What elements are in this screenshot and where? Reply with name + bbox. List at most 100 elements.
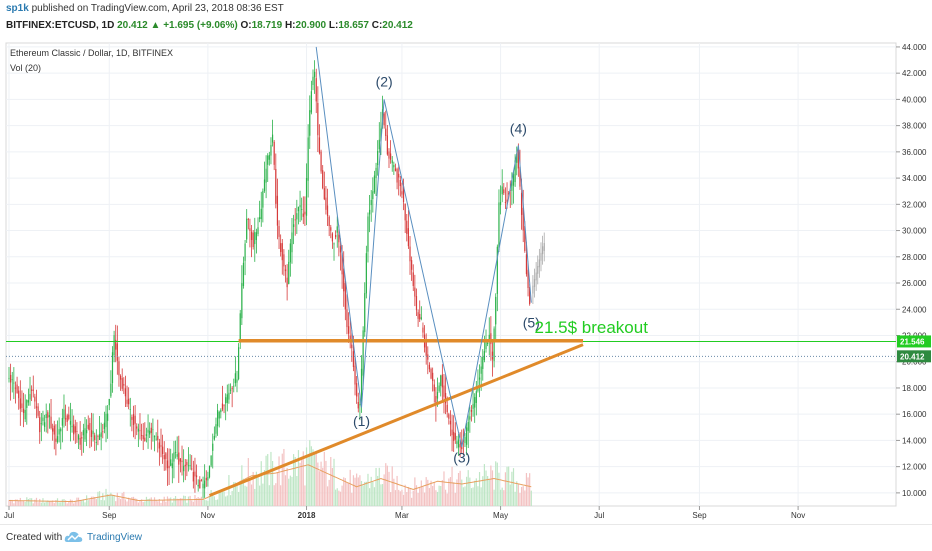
- symbol-label: BITFINEX:ETCUSD, 1D: [6, 20, 115, 31]
- volume-bar: [126, 501, 128, 506]
- volume-bar: [448, 478, 450, 506]
- volume-bar: [231, 490, 233, 506]
- volume-bar: [297, 450, 300, 506]
- volume-bar: [16, 499, 18, 506]
- candle-body: [402, 186, 405, 202]
- volume-bar: [66, 503, 68, 506]
- volume-bar: [464, 486, 466, 506]
- y-tick-label: 30.000: [902, 227, 927, 236]
- candle-body: [13, 382, 15, 384]
- candle-body: [21, 403, 23, 408]
- candle-body: [390, 153, 392, 160]
- y-tick-label: 18.000: [902, 384, 927, 393]
- price-axis[interactable]: 10.00012.00014.00016.00018.00020.00022.0…: [896, 43, 931, 498]
- volume-bar: [262, 483, 264, 506]
- open-label: O:: [240, 20, 252, 31]
- volume-bar: [76, 497, 78, 506]
- candle-body: [144, 437, 146, 442]
- close-label: C:: [371, 20, 383, 31]
- volume-bar: [234, 482, 236, 506]
- volume-bar: [171, 502, 173, 506]
- candle-body: [139, 430, 141, 432]
- volume-bar: [349, 469, 351, 506]
- volume-bars: [8, 440, 532, 506]
- candle-body: [443, 385, 445, 397]
- price-chart[interactable]: (1) (2) (3) (4) (5)21.5$ breakout 10.000 12.0…: [0, 38, 932, 524]
- candle-body: [401, 191, 403, 195]
- candle-body: [466, 427, 468, 445]
- projection-body: [540, 252, 542, 261]
- candle-body: [288, 261, 290, 284]
- candle-body: [40, 423, 42, 425]
- candle-body: [365, 253, 367, 294]
- change-value: +1.695 (+9.06%): [163, 20, 238, 31]
- volume-bar: [145, 496, 148, 506]
- candle-body: [406, 220, 408, 234]
- volume-bar: [213, 496, 215, 506]
- candle-body: [344, 283, 346, 310]
- volume-bar: [441, 480, 443, 506]
- candle-body: [383, 113, 385, 126]
- candle-body: [464, 437, 466, 444]
- candle-body: [368, 209, 371, 215]
- time-axis[interactable]: Jul Sep Nov 2018 Mar May Jul Sep Nov: [4, 506, 805, 520]
- volume-bar: [94, 496, 96, 506]
- candle-body: [428, 364, 431, 370]
- open-value: 18.719: [251, 20, 283, 31]
- plot-area[interactable]: [5, 42, 897, 507]
- volume-bar: [223, 491, 225, 506]
- volume-bar: [155, 499, 157, 506]
- candle-body: [309, 110, 311, 136]
- candle-body: [213, 436, 215, 440]
- candle-body: [179, 458, 182, 462]
- candle-body: [394, 168, 397, 172]
- volume-bar: [37, 502, 39, 506]
- breakout-annotation: 21.5$ breakout: [535, 318, 649, 337]
- candle-body: [380, 128, 382, 142]
- wave-label: (4): [510, 121, 527, 137]
- candle-body: [278, 226, 280, 237]
- candle-body: [119, 375, 122, 380]
- volume-bar: [289, 475, 291, 506]
- projection-body: [537, 265, 539, 274]
- volume-bar: [368, 488, 371, 506]
- candle-body: [116, 343, 118, 361]
- volume-bar: [310, 446, 312, 506]
- candle-body: [493, 328, 495, 362]
- volume-bar: [495, 461, 497, 506]
- volume-bar: [64, 500, 67, 506]
- candle-body: [147, 429, 149, 433]
- candle-body: [155, 438, 157, 440]
- tradingview-brand[interactable]: TradingView: [87, 532, 143, 543]
- volume-bar: [312, 449, 314, 506]
- volume-bar: [420, 480, 422, 506]
- volume-bar: [119, 499, 122, 506]
- volume-bar: [18, 500, 20, 506]
- candle-body: [487, 342, 489, 344]
- candle-body: [352, 351, 355, 367]
- y-tick-label: 38.000: [902, 122, 927, 131]
- y-tick-label: 42.000: [902, 69, 927, 78]
- tradingview-cloud-icon[interactable]: [64, 529, 84, 545]
- volume-bar: [47, 500, 49, 506]
- author-name[interactable]: sp1k: [6, 3, 29, 14]
- volume-bar: [444, 489, 447, 506]
- candle-body: [126, 399, 128, 404]
- candle-body: [236, 379, 238, 383]
- candle-body: [73, 424, 75, 435]
- volume-bar: [150, 497, 152, 506]
- candle-body: [14, 387, 17, 389]
- volume-bar: [292, 454, 295, 506]
- volume-bar: [440, 485, 442, 506]
- volume-bar: [391, 466, 393, 506]
- candle-body: [94, 435, 96, 440]
- candle-body: [22, 408, 25, 414]
- volume-bar: [485, 470, 487, 506]
- volume-bar: [136, 498, 138, 506]
- volume-bar: [218, 490, 220, 506]
- candle-body: [137, 428, 139, 432]
- candle-body: [187, 465, 190, 467]
- volume-bar: [187, 496, 190, 506]
- candle-body: [197, 484, 199, 487]
- candle-body: [268, 155, 270, 160]
